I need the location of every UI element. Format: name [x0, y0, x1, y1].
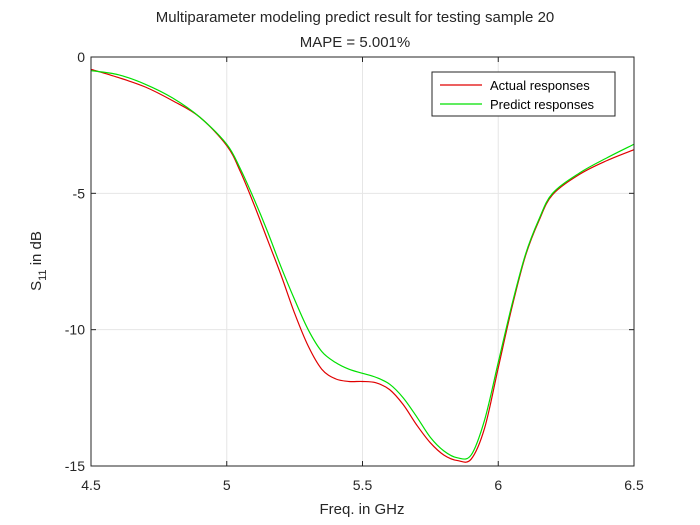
series-lines — [90, 68, 635, 463]
axis-ticks: 4.5 5 5.5 6 6.5 -15 -10 -5 0 — [65, 49, 644, 493]
legend-box — [431, 71, 616, 117]
legend-label-predict: Predict responses — [490, 97, 595, 112]
series-line-predict — [90, 70, 635, 460]
y-axis-label-rest: in dB — [28, 231, 45, 269]
x-tick-label: 6 — [494, 477, 502, 493]
legend: Actual responses Predict responses — [431, 71, 616, 117]
chart-subtitle: MAPE = 5.001% — [300, 34, 410, 51]
x-tick-label: 4.5 — [81, 477, 101, 493]
y-tick-label: -10 — [65, 322, 85, 338]
y-axis-label-base: S — [28, 281, 45, 291]
x-tick-label: 6.5 — [624, 477, 644, 493]
legend-label-actual: Actual responses — [490, 78, 590, 93]
y-tick-label: -5 — [73, 185, 86, 201]
x-axis-label: Freq. in GHz — [319, 501, 404, 518]
y-axis-label-subscript: 11 — [37, 269, 49, 280]
grid — [91, 57, 634, 466]
chart-title: Multiparameter modeling predict result f… — [156, 9, 555, 26]
x-tick-label: 5 — [223, 477, 231, 493]
y-tick-label: 0 — [77, 49, 85, 65]
x-tick-label: 5.5 — [353, 477, 373, 493]
y-tick-label: -15 — [65, 458, 85, 474]
y-axis-label: S11 in dB — [28, 231, 49, 291]
